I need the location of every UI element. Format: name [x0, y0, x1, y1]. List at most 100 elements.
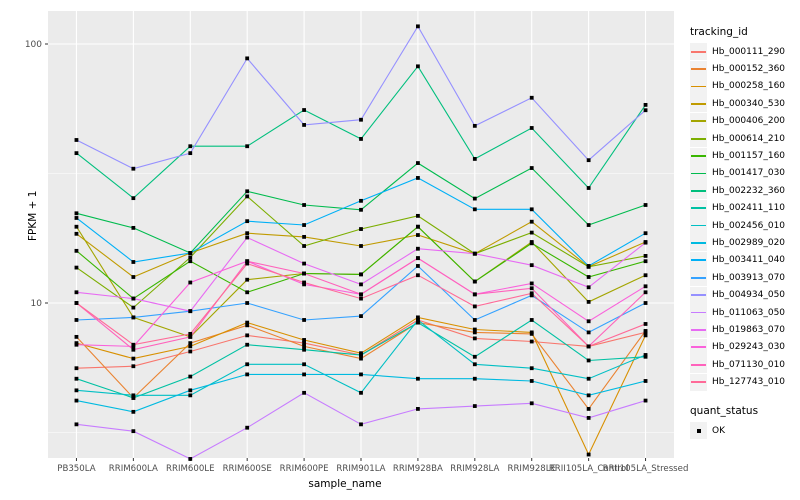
data-point: [188, 344, 193, 349]
data-point: [245, 320, 250, 325]
data-point: [74, 342, 79, 347]
legend-key-line-icon: [690, 182, 707, 200]
data-point: [131, 315, 136, 320]
data-point: [529, 207, 534, 212]
data-point: [643, 254, 648, 258]
data-point: [643, 398, 648, 403]
legend-key-line-icon: [690, 199, 707, 217]
data-point: [529, 401, 534, 406]
data-point: [302, 244, 306, 248]
data-point: [529, 291, 534, 296]
legend-item-Hb_127743_010: Hb_127743_010: [690, 373, 800, 391]
data-point: [302, 203, 306, 207]
data-point: [472, 207, 477, 212]
legend-item-Hb_002989_020: Hb_002989_020: [690, 234, 800, 252]
x-tick-label: RRIM928LE: [507, 464, 556, 474]
data-point: [359, 422, 363, 427]
data-point: [529, 241, 534, 246]
legend-key-line-icon: [690, 112, 707, 130]
data-point: [245, 231, 250, 236]
legend-item-label: Hb_000258_160: [712, 81, 786, 92]
data-point: [188, 388, 193, 393]
legend-item-label: Hb_001157_160: [712, 151, 786, 162]
data-point: [472, 404, 477, 408]
legend-item-label: Hb_000614_210: [712, 133, 786, 144]
legend-item-label: Hb_002456_010: [712, 220, 786, 231]
data-point: [529, 126, 534, 130]
data-point: [188, 151, 193, 156]
x-tick-label: RRIM600LE: [166, 464, 215, 474]
data-point: [245, 277, 250, 282]
legend-key-line-icon: [690, 321, 707, 339]
legend-item-Hb_003913_070: Hb_003913_070: [690, 269, 800, 287]
data-point: [529, 379, 534, 383]
legend-item-Hb_000406_200: Hb_000406_200: [690, 112, 800, 130]
data-point: [643, 353, 648, 357]
legend-item-Hb_000258_160: Hb_000258_160: [690, 77, 800, 95]
data-point: [131, 305, 136, 310]
data-point: [416, 318, 420, 322]
data-point: [131, 342, 136, 347]
legend-item-Hb_003411_040: Hb_003411_040: [690, 251, 800, 269]
data-point: [359, 117, 363, 122]
data-point: [529, 286, 534, 291]
data-point: [643, 102, 648, 107]
data-point: [643, 240, 648, 245]
data-point: [245, 290, 250, 295]
data-point: [74, 388, 79, 393]
data-point: [643, 273, 648, 278]
data-point: [529, 366, 534, 371]
data-point: [302, 347, 306, 352]
legend-item-label: Hb_019863_070: [712, 324, 786, 335]
legend-item-label: Hb_001417_030: [712, 168, 786, 179]
data-point: [586, 452, 591, 457]
y-axis-title: FPKM + 1: [27, 190, 40, 241]
legend-item-label: Hb_003411_040: [712, 255, 786, 266]
data-point: [188, 341, 193, 346]
data-point: [643, 284, 648, 289]
data-point: [586, 393, 591, 398]
data-point: [74, 224, 79, 229]
data-point: [586, 358, 591, 363]
data-point: [245, 261, 250, 266]
data-point: [131, 364, 136, 369]
data-point: [529, 230, 534, 235]
data-point: [302, 108, 306, 112]
legend-item-label: Hb_002232_360: [712, 185, 786, 196]
data-point: [302, 271, 306, 276]
data-point: [529, 219, 534, 224]
data-point: [472, 196, 477, 201]
data-point: [188, 255, 193, 260]
x-tick-label: RRIM928LA: [450, 464, 499, 474]
legend-item-label: Hb_000340_530: [712, 98, 786, 109]
data-point: [586, 330, 591, 335]
legend-item-label: Hb_029243_030: [712, 342, 786, 353]
data-point: [529, 293, 534, 298]
x-tick-label: RRIM928BA: [393, 464, 443, 474]
data-point: [472, 376, 477, 381]
data-point: [472, 330, 477, 335]
legend-key-line-icon: [690, 130, 707, 148]
data-point: [359, 272, 363, 277]
data-point: [359, 356, 363, 361]
data-point: [74, 376, 79, 381]
legend-key-line-icon: [690, 373, 707, 391]
data-point: [416, 246, 420, 251]
legend-key-line-icon: [690, 77, 707, 95]
x-tick-label: RRII105LA_Control: [549, 464, 629, 474]
data-point: [302, 318, 306, 322]
data-point: [245, 323, 250, 328]
legend-item-Hb_000111_290: Hb_000111_290: [690, 43, 800, 61]
legend-key-line-icon: [690, 338, 707, 356]
data-point: [131, 275, 136, 279]
data-point: [188, 309, 193, 314]
data-point: [74, 211, 79, 216]
data-point: [529, 339, 534, 344]
legend: tracking_id Hb_000111_290 Hb_000152_360 Hb…: [690, 26, 800, 439]
data-point: [74, 248, 79, 253]
data-point: [472, 336, 477, 341]
data-point: [188, 349, 193, 354]
data-point: [586, 416, 591, 420]
data-point: [643, 379, 648, 383]
